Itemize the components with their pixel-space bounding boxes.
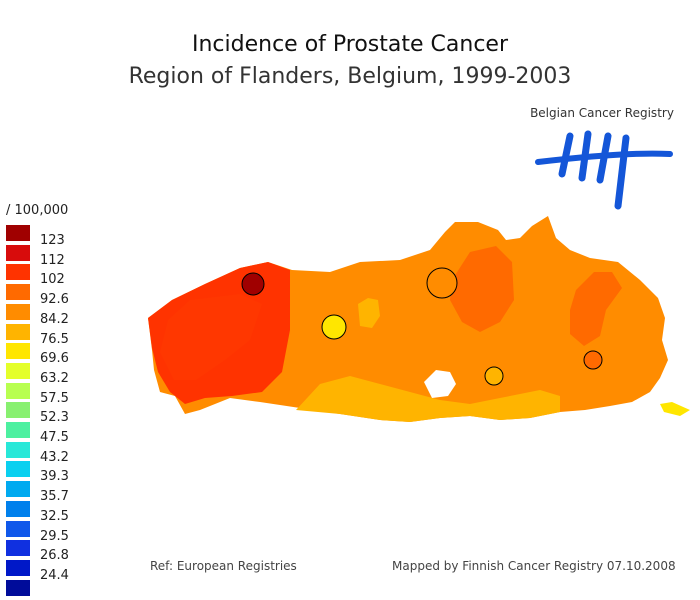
legend-item: 26.8 xyxy=(6,539,126,563)
legend-swatch xyxy=(6,559,30,576)
legend-item: 76.5 xyxy=(6,323,126,346)
legend-item: 102 xyxy=(6,263,126,287)
legend-swatch xyxy=(6,244,30,261)
legend-label: 47.5 xyxy=(40,430,69,445)
legend-swatch xyxy=(6,362,30,379)
legend-item: 57.5 xyxy=(6,382,126,405)
legend-label: 57.5 xyxy=(40,390,69,406)
legend-label: 43.2 xyxy=(40,449,69,465)
legend-swatch xyxy=(6,461,30,478)
legend-swatch xyxy=(6,540,30,557)
legend-swatch xyxy=(6,323,30,340)
legend-swatch xyxy=(6,303,30,320)
legend-item: 24.4 xyxy=(6,559,126,582)
legend-swatch xyxy=(6,402,30,419)
legend-item xyxy=(6,579,126,599)
legend-label: 76.5 xyxy=(40,331,69,347)
legend-label: 39.3 xyxy=(40,469,69,485)
legend-unit: / 100,000 xyxy=(6,203,69,218)
legend-item: 39.3 xyxy=(6,460,126,484)
legend-swatch xyxy=(6,422,30,438)
legend-swatch xyxy=(6,284,30,301)
legend-swatch xyxy=(6,441,30,458)
legend-item: 32.5 xyxy=(6,500,126,523)
legend-label: 24.4 xyxy=(40,567,69,583)
legend-item: 47.5 xyxy=(6,421,126,445)
legend-item: 29.5 xyxy=(6,520,126,543)
legend-label: 63.2 xyxy=(40,370,69,386)
legend-swatch xyxy=(6,481,30,498)
west-mid-zone xyxy=(160,294,262,380)
legend-label: 29.5 xyxy=(40,528,69,544)
south-low-zone xyxy=(296,376,560,422)
legend-label: 26.8 xyxy=(40,548,69,564)
mapped-by-credit: Mapped by Finnish Cancer Registry 07.10.… xyxy=(392,559,676,573)
city-circle-antwerp xyxy=(426,267,458,299)
legend-label: 84.2 xyxy=(40,311,69,327)
legend-item: 52.3 xyxy=(6,401,126,425)
legend-label: 35.7 xyxy=(40,489,69,505)
legend-swatch xyxy=(6,500,30,517)
legend-swatch xyxy=(6,520,30,537)
legend-label: 112 xyxy=(40,252,65,268)
logo-text: Belgian Cancer Registry xyxy=(530,106,674,120)
legend-item: 63.2 xyxy=(6,362,126,385)
legend-swatch xyxy=(6,264,30,281)
belgian-cancer-registry-logo: Belgian Cancer Registry xyxy=(522,100,682,212)
legend-label: 69.6 xyxy=(40,351,69,367)
legend-label: 32.5 xyxy=(40,508,69,524)
legend-item: 69.6 xyxy=(6,342,126,366)
legend-swatch xyxy=(6,343,30,360)
central-low-blob xyxy=(358,298,380,328)
legend-item: 35.7 xyxy=(6,480,126,504)
tally-marks-icon xyxy=(535,130,673,210)
city-circle-leuven xyxy=(484,366,504,386)
reference-source: Ref: European Registries xyxy=(150,559,297,573)
city-circle-west xyxy=(241,272,265,296)
legend-label: 102 xyxy=(40,272,65,288)
legend-item: 92.6 xyxy=(6,283,126,307)
city-circle-hasselt xyxy=(583,350,603,370)
map-subtitle: Region of Flanders, Belgium, 1999-2003 xyxy=(128,64,572,89)
legend-label: 52.3 xyxy=(40,410,69,426)
east-high-zone xyxy=(570,272,622,346)
legend-swatch xyxy=(6,382,30,399)
legend-label: 123 xyxy=(40,233,65,248)
central-high-zone xyxy=(450,246,514,332)
east-gap xyxy=(660,402,690,416)
legend-item: 84.2 xyxy=(6,303,126,326)
legend-item: 123 xyxy=(6,224,126,248)
map-title: Incidence of Prostate Cancer xyxy=(192,32,508,57)
legend-label: 92.6 xyxy=(40,292,69,308)
legend-swatch xyxy=(6,579,30,596)
legend-item: 43.2 xyxy=(6,441,126,464)
legend-swatch xyxy=(6,225,30,241)
city-circle-ghent xyxy=(321,314,347,340)
legend-item: 112 xyxy=(6,244,126,267)
brussels-gap xyxy=(424,370,456,398)
